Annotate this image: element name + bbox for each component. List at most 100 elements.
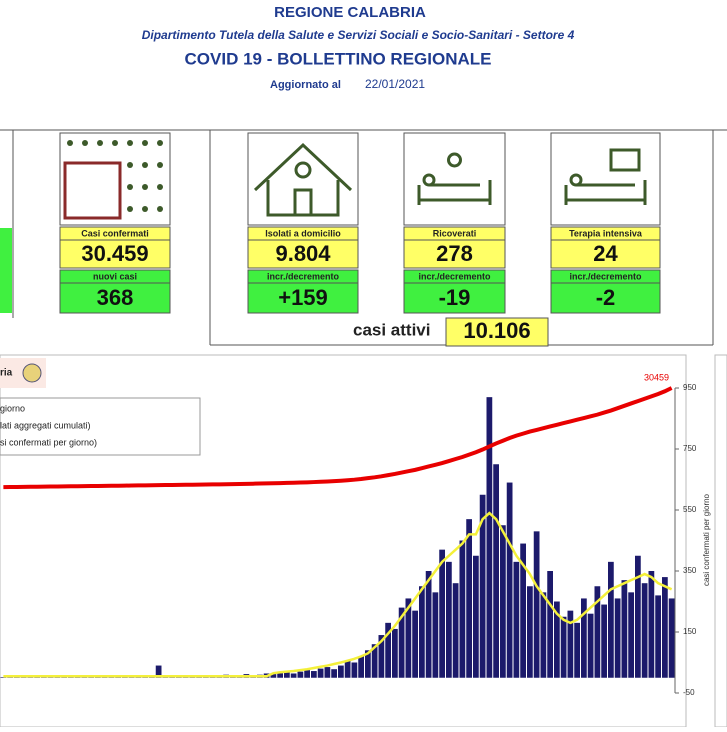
bar bbox=[493, 464, 499, 678]
bar bbox=[466, 519, 472, 678]
bar bbox=[412, 611, 418, 678]
y-tick-label: -50 bbox=[683, 688, 695, 697]
card-label: Isolati a domicilio bbox=[265, 228, 341, 238]
person bbox=[127, 162, 133, 168]
y-axis-label: casi confermati per giorno bbox=[702, 493, 711, 586]
bar bbox=[662, 577, 668, 678]
person bbox=[127, 184, 133, 190]
bar bbox=[433, 592, 439, 677]
bar bbox=[514, 562, 520, 678]
side-panel bbox=[715, 355, 727, 727]
card-change: -19 bbox=[439, 285, 471, 310]
bar bbox=[487, 397, 493, 678]
person bbox=[157, 162, 163, 168]
bar bbox=[574, 623, 580, 678]
card-value: 30.459 bbox=[81, 241, 148, 266]
legend-label: giorno bbox=[0, 403, 25, 413]
bar bbox=[311, 671, 317, 678]
icon-box bbox=[551, 133, 660, 225]
bar bbox=[331, 669, 337, 678]
active-label: casi attivi bbox=[353, 320, 431, 339]
bar bbox=[541, 592, 547, 677]
person bbox=[127, 140, 133, 146]
person bbox=[82, 140, 88, 146]
person bbox=[67, 140, 73, 146]
updated-date: 22/01/2021 bbox=[365, 77, 425, 91]
bar bbox=[628, 592, 634, 677]
updated-label: Aggiornato al bbox=[270, 79, 341, 91]
bar bbox=[534, 531, 540, 677]
legend-label: si confermati per giorno) bbox=[0, 437, 97, 447]
bar bbox=[291, 673, 297, 677]
bar bbox=[298, 672, 304, 678]
bar bbox=[649, 571, 655, 678]
bar bbox=[635, 556, 641, 678]
change-label: incr./decremento bbox=[267, 271, 340, 281]
person bbox=[112, 140, 118, 146]
annotation: 30459 bbox=[644, 372, 669, 382]
person bbox=[142, 162, 148, 168]
change-label: incr./decremento bbox=[569, 271, 642, 281]
bar bbox=[622, 580, 628, 678]
bar bbox=[473, 556, 479, 678]
card-change: -2 bbox=[596, 285, 616, 310]
bar bbox=[460, 541, 466, 678]
y-tick-label: 750 bbox=[683, 444, 697, 453]
bar bbox=[358, 656, 364, 677]
bar bbox=[446, 562, 452, 678]
bar bbox=[527, 586, 533, 678]
icon-box bbox=[404, 133, 505, 225]
change-label: incr./decremento bbox=[418, 271, 491, 281]
bar bbox=[500, 525, 506, 678]
card-value: 278 bbox=[436, 241, 473, 266]
bar bbox=[547, 571, 553, 678]
bar bbox=[277, 673, 283, 678]
active-value: 10.106 bbox=[463, 318, 530, 343]
bar bbox=[352, 663, 358, 678]
card-label: Ricoverati bbox=[433, 228, 477, 238]
person bbox=[127, 206, 133, 212]
y-tick-label: 150 bbox=[683, 627, 697, 636]
bar bbox=[507, 483, 513, 678]
bar bbox=[453, 583, 459, 678]
card-label: Casi confermati bbox=[81, 228, 149, 238]
person bbox=[157, 140, 163, 146]
bar bbox=[338, 666, 344, 678]
logo bbox=[23, 364, 41, 382]
bar bbox=[325, 667, 331, 678]
bar bbox=[304, 670, 310, 678]
bar bbox=[561, 617, 567, 678]
bar bbox=[608, 562, 614, 678]
y-tick-label: 550 bbox=[683, 505, 697, 514]
change-label: nuovi casi bbox=[93, 271, 137, 281]
y-tick-label: 350 bbox=[683, 566, 697, 575]
card-change: 368 bbox=[97, 285, 134, 310]
bar bbox=[615, 598, 621, 677]
legend-label: lati aggregati cumulati) bbox=[0, 420, 91, 430]
person bbox=[142, 206, 148, 212]
person bbox=[157, 184, 163, 190]
person bbox=[142, 184, 148, 190]
cut-card bbox=[0, 228, 12, 313]
bulletin-title: COVID 19 - BOLLETTINO REGIONALE bbox=[185, 49, 492, 68]
bar bbox=[439, 550, 445, 678]
bar bbox=[419, 586, 425, 678]
person bbox=[142, 140, 148, 146]
bar bbox=[655, 595, 661, 677]
title: REGIONE CALABRIA bbox=[274, 4, 426, 21]
person bbox=[97, 140, 103, 146]
bar bbox=[669, 598, 675, 677]
scene bbox=[65, 163, 120, 218]
cards: Casi confermati 30.459 nuovi casi 368 Isolat… bbox=[60, 133, 660, 313]
card-label: Terapia intensiva bbox=[569, 228, 643, 238]
bar bbox=[642, 583, 648, 678]
person bbox=[157, 206, 163, 212]
y-tick-label: 950 bbox=[683, 383, 697, 392]
card-change: +159 bbox=[278, 285, 328, 310]
bar bbox=[426, 571, 432, 678]
card-value: 9.804 bbox=[275, 241, 331, 266]
panel-title: ria bbox=[0, 368, 13, 379]
bar bbox=[345, 661, 351, 678]
card-value: 24 bbox=[593, 241, 618, 266]
